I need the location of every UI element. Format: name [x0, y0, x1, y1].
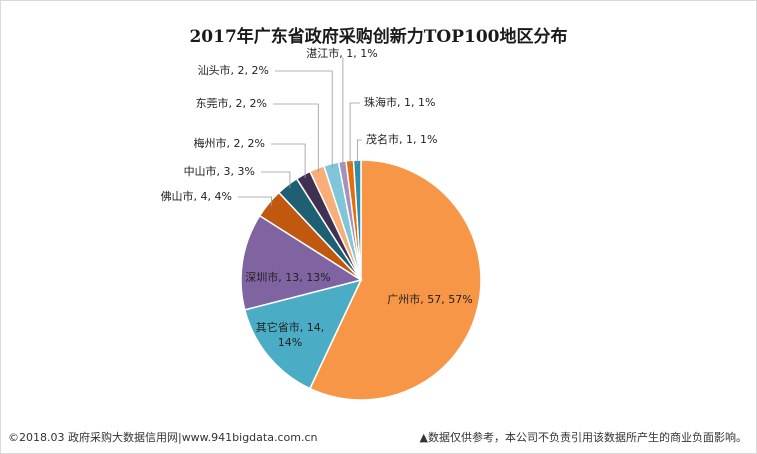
footer-disclaimer: ▲数据仅供参考，本公司不负责引用该数据所产生的商业负面影响。	[419, 431, 747, 444]
leader-line-6	[271, 143, 306, 179]
leader-line-9	[342, 57, 344, 166]
leader-line-8	[275, 70, 333, 168]
slice-label-4: 佛山市, 4, 4%	[161, 189, 232, 203]
footer-copyright: ©2018.03 政府采购大数据信用网|www.941bigdata.com.c…	[8, 431, 318, 444]
slice-label-2-line2: 14%	[278, 336, 302, 349]
leader-line-4	[238, 196, 273, 207]
chart-title: 2017年广东省政府采购创新力TOP100地区分布	[189, 27, 568, 47]
slice-label-3: 深圳市, 13, 13%	[245, 270, 330, 284]
slice-label-8: 汕头市, 2, 2%	[198, 63, 269, 77]
slice-label-1: 广州市, 57, 57%	[387, 292, 472, 306]
leader-line-11	[356, 139, 362, 165]
slice-label-9: 湛江市, 1, 1%	[306, 46, 377, 60]
slice-label-5: 中山市, 3, 3%	[184, 164, 255, 178]
pie-slice-2	[243, 278, 363, 390]
leader-line-7	[273, 103, 319, 173]
slice-label-2: 其它省市, 14,	[256, 320, 325, 334]
pie-slice-3	[240, 214, 363, 311]
slice-label-10: 珠海市, 1, 1%	[364, 95, 435, 109]
slice-label-11: 茂名市, 1, 1%	[366, 132, 437, 146]
leader-line-10	[349, 102, 360, 165]
slice-label-7: 东莞市, 2, 2%	[196, 96, 267, 110]
leader-line-5	[261, 171, 291, 189]
pie-slice-1	[308, 159, 482, 401]
slice-label-6: 梅州市, 2, 2%	[194, 136, 265, 150]
